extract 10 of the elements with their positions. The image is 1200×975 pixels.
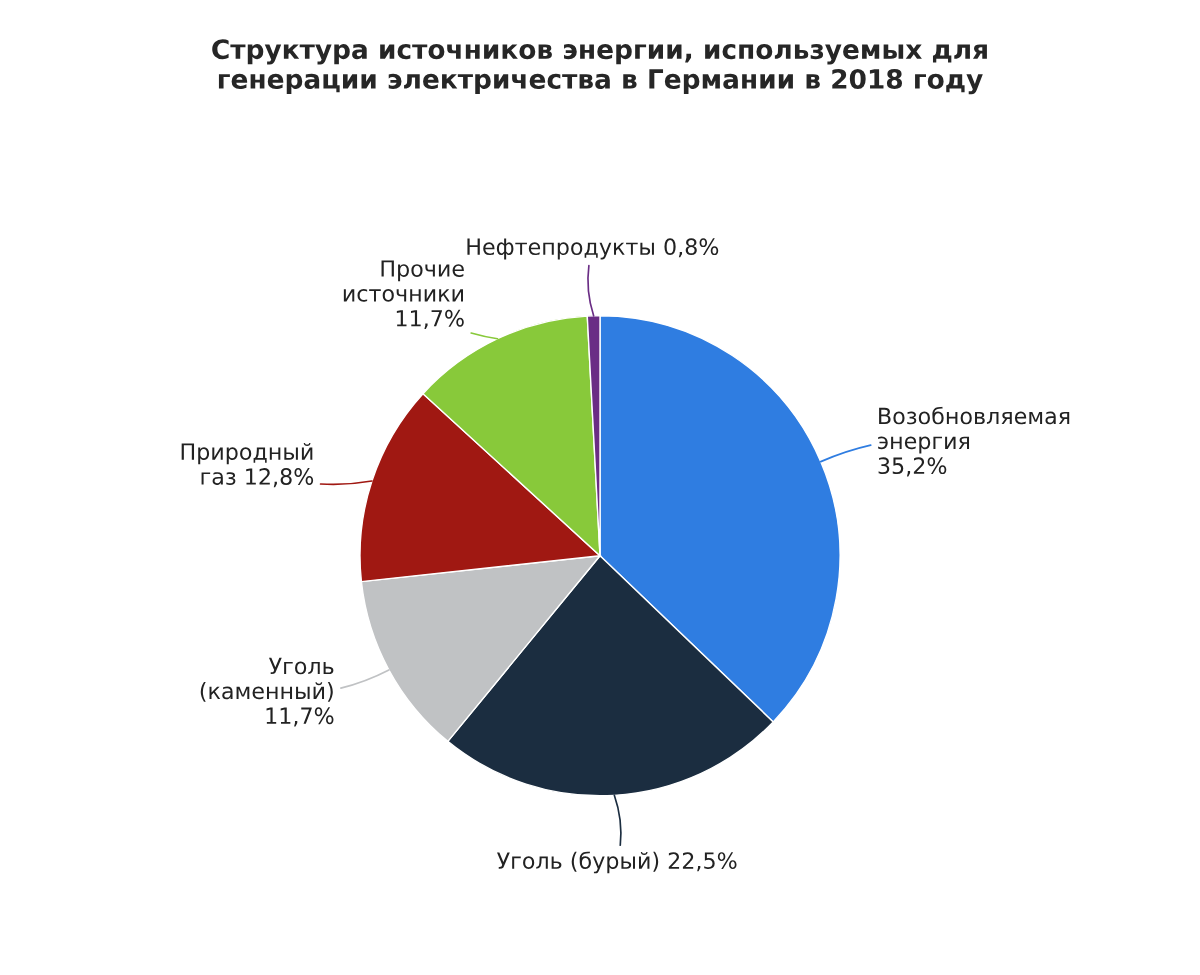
slice-label: Возобновляемая энергия (878, 406, 1070, 454)
slice-label: Нефтепродукты 0,8% (467, 238, 719, 260)
slice-label: Уголь (бурый) 22,5% (497, 851, 737, 874)
slice-label: Уголь (каменный) (200, 657, 334, 702)
slice-label: Природный газ 12,8% (181, 442, 314, 488)
data-label: 11,7% (396, 309, 464, 329)
data-label: 11,7% (266, 707, 334, 727)
data-label: 35,2% (878, 457, 947, 477)
chart-title: Структура источников энергии, используемых для генерации электричества в Германии в 2018 году (212, 39, 987, 95)
slice-label: Прочие источники (343, 260, 464, 302)
